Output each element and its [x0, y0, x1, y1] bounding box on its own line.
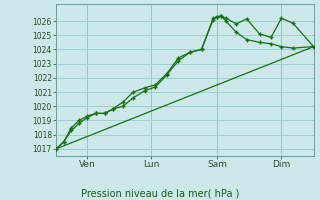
Text: Pression niveau de la mer( hPa ): Pression niveau de la mer( hPa ) — [81, 188, 239, 198]
